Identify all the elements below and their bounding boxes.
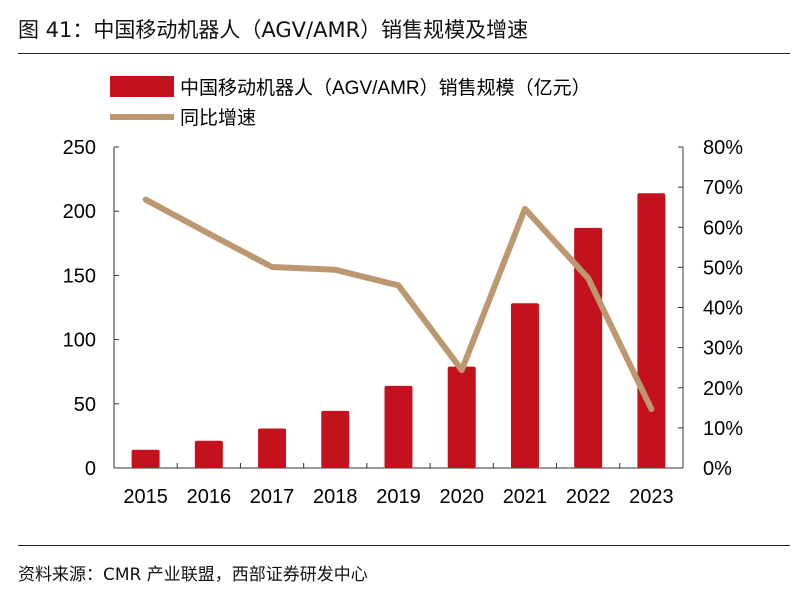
- right-tick-label: 70%: [703, 177, 743, 199]
- x-tick-label: 2023: [629, 486, 674, 508]
- bar: [131, 449, 160, 468]
- right-tick-label: 0%: [703, 458, 732, 480]
- right-tick-label: 80%: [703, 137, 743, 159]
- left-tick-label: 200: [63, 201, 96, 223]
- left-tick-label: 0: [85, 458, 96, 480]
- chart: 0 50 100 150 200 250 0% 10% 20% 30% 40% 50% 60% 70% 80…: [63, 76, 743, 508]
- legend-bar-label: 中国移动机器人（AGV/AMR）销售规模（亿元）: [180, 77, 591, 99]
- right-tick-label: 10%: [703, 418, 743, 440]
- left-tick-label: 250: [63, 137, 96, 159]
- bottom-divider: [18, 545, 790, 546]
- bar: [447, 366, 476, 468]
- right-tick-label: 50%: [703, 257, 743, 279]
- bar: [321, 410, 350, 468]
- left-tick-label: 100: [63, 330, 96, 352]
- legend-bar-swatch: [110, 76, 174, 97]
- legend-line-label: 同比增速: [180, 107, 256, 129]
- x-tick-label: 2020: [439, 486, 484, 508]
- top-divider: [18, 53, 790, 54]
- bar: [510, 303, 539, 468]
- x-tick-label: 2022: [566, 486, 611, 508]
- right-tick-label: 20%: [703, 378, 743, 400]
- bar: [384, 385, 413, 468]
- source-note: 资料来源：CMR 产业联盟，西部证券研发中心: [18, 565, 368, 585]
- figure-title: 图 41：中国移动机器人（AGV/AMR）销售规模及增速: [18, 18, 529, 42]
- right-tick-label: 60%: [703, 217, 743, 239]
- x-tick-label: 2015: [123, 486, 168, 508]
- x-tick-label: 2018: [313, 486, 358, 508]
- left-tick-label: 50: [74, 394, 96, 416]
- x-tick-label: 2017: [250, 486, 295, 508]
- x-tick-label: 2019: [376, 486, 421, 508]
- right-tick-label: 30%: [703, 338, 743, 360]
- left-tick-label: 150: [63, 265, 96, 287]
- bar: [258, 428, 287, 468]
- bar: [194, 440, 223, 468]
- bar: [637, 193, 666, 468]
- x-tick-label: 2016: [187, 486, 232, 508]
- x-tick-label: 2021: [503, 486, 548, 508]
- right-tick-label: 40%: [703, 298, 743, 320]
